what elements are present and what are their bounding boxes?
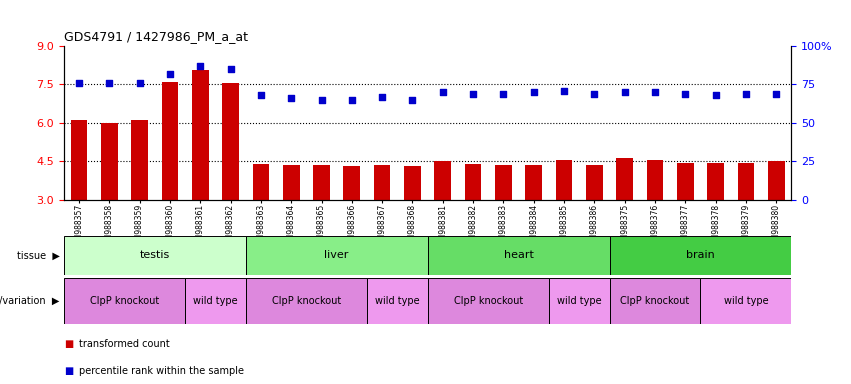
Text: heart: heart (504, 250, 534, 260)
Bar (246, 236, 427, 275)
Bar (465, 164, 482, 200)
Bar (71, 120, 88, 200)
Text: ■: ■ (64, 366, 73, 376)
Point (224, 66, 237, 72)
Bar (549, 278, 609, 324)
Point (557, 88, 571, 94)
Point (133, 80, 146, 86)
Point (466, 91, 480, 97)
Point (284, 95, 298, 101)
Text: wild type: wild type (193, 296, 237, 306)
Text: tissue  ▶: tissue ▶ (17, 250, 60, 260)
Bar (162, 82, 178, 200)
Bar (283, 165, 300, 200)
Point (315, 97, 328, 103)
Bar (64, 236, 246, 275)
Point (740, 91, 753, 97)
Text: GDS4791 / 1427986_PM_a_at: GDS4791 / 1427986_PM_a_at (64, 30, 248, 43)
Point (72, 80, 86, 86)
Bar (495, 165, 511, 200)
Bar (253, 164, 269, 200)
Bar (586, 165, 603, 200)
Point (406, 97, 420, 103)
Text: liver: liver (324, 250, 349, 260)
Bar (344, 166, 360, 200)
Text: ClpP knockout: ClpP knockout (454, 296, 523, 306)
Bar (222, 83, 239, 200)
Bar (404, 166, 420, 200)
Point (648, 89, 662, 95)
Point (497, 91, 511, 97)
Bar (246, 278, 367, 324)
Text: transformed count: transformed count (79, 339, 170, 349)
Point (345, 97, 358, 103)
Bar (192, 70, 208, 200)
Point (678, 91, 692, 97)
Bar (609, 278, 700, 324)
Text: testis: testis (140, 250, 170, 260)
Point (193, 63, 207, 69)
Bar (435, 161, 451, 200)
Bar (427, 236, 609, 275)
Text: ClpP knockout: ClpP knockout (271, 296, 341, 306)
Point (709, 92, 722, 98)
Bar (677, 162, 694, 200)
Text: ClpP knockout: ClpP knockout (620, 296, 689, 306)
Point (618, 89, 631, 95)
Bar (313, 165, 330, 200)
Point (254, 92, 268, 98)
Text: wild type: wild type (557, 296, 602, 306)
Bar (647, 160, 663, 200)
Bar (185, 278, 246, 324)
Point (163, 71, 177, 77)
Bar (525, 165, 542, 200)
Bar (738, 162, 754, 200)
Bar (374, 165, 391, 200)
Bar (64, 278, 186, 324)
Text: wild type: wild type (723, 296, 768, 306)
Point (527, 89, 540, 95)
Point (375, 94, 389, 100)
Point (769, 91, 783, 97)
Bar (700, 278, 791, 324)
Bar (101, 123, 117, 200)
Bar (556, 160, 573, 200)
Text: percentile rank within the sample: percentile rank within the sample (79, 366, 244, 376)
Text: brain: brain (686, 250, 715, 260)
Text: genotype/variation  ▶: genotype/variation ▶ (0, 296, 60, 306)
Bar (367, 278, 427, 324)
Point (102, 80, 116, 86)
Text: ClpP knockout: ClpP knockout (90, 296, 159, 306)
Bar (427, 278, 549, 324)
Bar (707, 162, 724, 200)
Bar (131, 120, 148, 200)
Point (436, 89, 449, 95)
Text: ■: ■ (64, 339, 73, 349)
Text: wild type: wild type (375, 296, 420, 306)
Point (587, 91, 601, 97)
Bar (768, 161, 785, 200)
Bar (609, 236, 791, 275)
Bar (616, 158, 633, 200)
